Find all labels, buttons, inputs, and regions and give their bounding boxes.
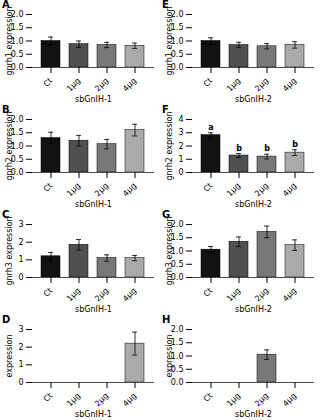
svg-text:0: 0 xyxy=(18,378,23,387)
svg-text:2μg: 2μg xyxy=(253,391,270,408)
svg-text:2: 2 xyxy=(18,343,23,352)
svg-text:1μg: 1μg xyxy=(65,286,82,303)
svg-text:0.0: 0.0 xyxy=(170,273,184,283)
svg-text:3: 3 xyxy=(18,325,23,334)
html-text:E: E xyxy=(162,0,169,10)
svg-text:1: 1 xyxy=(18,255,23,264)
svg-text:b: b xyxy=(292,140,298,149)
svg-text:1μg: 1μg xyxy=(225,181,242,198)
svg-text:1.5: 1.5 xyxy=(170,233,184,243)
svg-text:4μg: 4μg xyxy=(121,181,138,198)
svg-text:1: 1 xyxy=(178,155,183,164)
svg-text:4μg: 4μg xyxy=(121,76,138,93)
svg-text:2μg: 2μg xyxy=(253,181,270,198)
svg-text:2: 2 xyxy=(178,142,183,151)
svg-text:2μg: 2μg xyxy=(93,181,110,198)
svg-text:gnrh1 expression: gnrh1 expression xyxy=(5,6,14,75)
svg-text:Ct: Ct xyxy=(202,391,215,404)
svg-text:sbGnIH-2: sbGnIH-2 xyxy=(235,305,272,314)
svg-text:gnrh1 expression: gnrh1 expression xyxy=(165,6,174,75)
svg-text:gnrh2 expression: gnrh2 expression xyxy=(5,111,14,180)
svg-text:1μg: 1μg xyxy=(65,76,82,93)
svg-text:gnrh2 expression: gnrh2 expression xyxy=(165,111,174,180)
svg-text:0.5: 0.5 xyxy=(170,49,184,59)
svg-text:4μg: 4μg xyxy=(121,391,138,408)
svg-text:b: b xyxy=(236,144,242,153)
svg-text:gnrh3 expression: gnrh3 expression xyxy=(5,216,14,285)
svg-text:1μg: 1μg xyxy=(65,181,82,198)
svg-text:sbGnIH-1: sbGnIH-1 xyxy=(75,410,112,419)
svg-text:0.0: 0.0 xyxy=(10,168,24,178)
svg-text:Ct: Ct xyxy=(202,286,215,299)
svg-text:2μg: 2μg xyxy=(253,76,270,93)
svg-text:b: b xyxy=(264,144,270,153)
svg-text:4μg: 4μg xyxy=(121,286,138,303)
svg-text:0: 0 xyxy=(18,273,23,282)
svg-text:1.0: 1.0 xyxy=(170,36,184,46)
svg-text:sbGnIH-1: sbGnIH-1 xyxy=(75,305,112,314)
svg-text:sbGnIH-2: sbGnIH-2 xyxy=(235,95,272,104)
svg-text:4μg: 4μg xyxy=(281,391,298,408)
svg-text:expression: expression xyxy=(165,334,174,377)
svg-text:Ct: Ct xyxy=(202,181,215,194)
svg-text:0.5: 0.5 xyxy=(10,154,24,164)
svg-text:2.0: 2.0 xyxy=(10,115,24,125)
html-text:H: H xyxy=(162,314,171,325)
svg-text:0.5: 0.5 xyxy=(170,364,184,374)
svg-text:1: 1 xyxy=(18,360,23,369)
svg-text:4μg: 4μg xyxy=(281,286,298,303)
svg-text:sbGnIH-1: sbGnIH-1 xyxy=(75,95,112,104)
svg-text:1.5: 1.5 xyxy=(10,128,24,138)
html-text:B: B xyxy=(2,104,10,115)
svg-text:0.0: 0.0 xyxy=(170,63,184,73)
svg-text:2.0: 2.0 xyxy=(170,220,184,230)
svg-text:2μg: 2μg xyxy=(93,391,110,408)
svg-text:a: a xyxy=(208,123,213,132)
html-text:A: A xyxy=(2,0,10,10)
svg-text:0.0: 0.0 xyxy=(10,63,24,73)
html-text:C: C xyxy=(2,209,10,220)
svg-text:1.5: 1.5 xyxy=(10,23,24,33)
html-text:D: D xyxy=(2,314,11,325)
svg-text:Ct: Ct xyxy=(202,76,215,89)
svg-text:0.0: 0.0 xyxy=(171,378,184,387)
svg-text:1μg: 1μg xyxy=(225,76,242,93)
svg-text:1.0: 1.0 xyxy=(170,246,184,256)
svg-text:gnrh3 expression: gnrh3 expression xyxy=(165,216,174,285)
svg-text:0: 0 xyxy=(178,168,183,177)
svg-text:0.5: 0.5 xyxy=(170,259,184,269)
svg-text:1.0: 1.0 xyxy=(10,36,24,46)
svg-text:Ct: Ct xyxy=(42,76,55,89)
svg-text:2μg: 2μg xyxy=(93,76,110,93)
html-text:G: G xyxy=(162,209,171,220)
svg-text:Ct: Ct xyxy=(42,286,55,299)
svg-text:1μg: 1μg xyxy=(225,286,242,303)
svg-text:1.5: 1.5 xyxy=(170,23,184,33)
svg-text:sbGnIH-2: sbGnIH-2 xyxy=(235,200,272,209)
svg-text:2μg: 2μg xyxy=(93,286,110,303)
svg-text:sbGnIH-2: sbGnIH-2 xyxy=(235,410,272,419)
svg-text:3: 3 xyxy=(178,128,183,137)
svg-text:0.5: 0.5 xyxy=(10,49,24,59)
svg-text:Ct: Ct xyxy=(42,391,55,404)
svg-text:1.0: 1.0 xyxy=(170,351,184,361)
svg-text:4μg: 4μg xyxy=(281,76,298,93)
svg-text:expression: expression xyxy=(5,334,14,377)
svg-text:4: 4 xyxy=(178,115,183,124)
svg-text:2: 2 xyxy=(18,238,23,247)
svg-text:Ct: Ct xyxy=(42,181,55,194)
html-text:F: F xyxy=(162,104,169,115)
svg-text:2.0: 2.0 xyxy=(171,325,184,334)
svg-text:1.5: 1.5 xyxy=(170,338,184,348)
svg-text:2.0: 2.0 xyxy=(10,10,24,20)
svg-text:2μg: 2μg xyxy=(253,286,270,303)
svg-text:4μg: 4μg xyxy=(281,181,298,198)
svg-text:3: 3 xyxy=(18,220,23,229)
svg-text:1.0: 1.0 xyxy=(10,141,24,151)
svg-text:1μg: 1μg xyxy=(65,391,82,408)
svg-text:sbGnIH-1: sbGnIH-1 xyxy=(75,200,112,209)
svg-text:1μg: 1μg xyxy=(225,391,242,408)
svg-text:2.0: 2.0 xyxy=(170,10,184,20)
